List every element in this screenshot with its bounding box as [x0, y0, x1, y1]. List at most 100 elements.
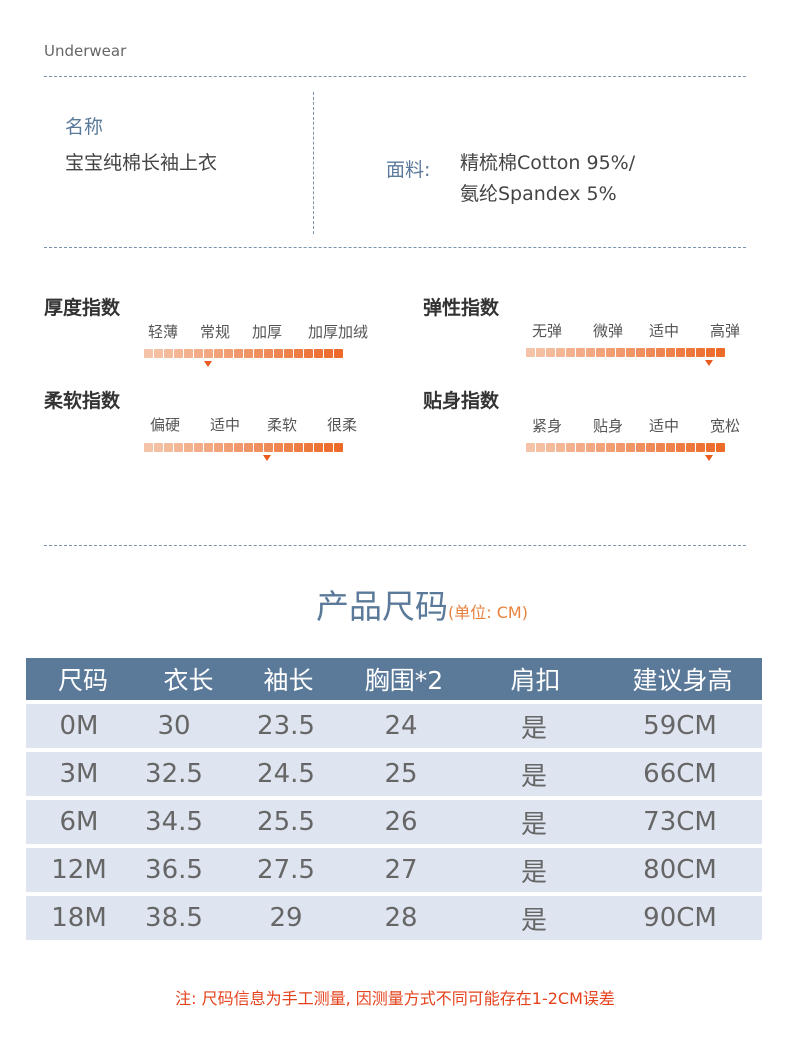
index-bar-cell — [576, 348, 585, 357]
table-cell: 0M — [59, 711, 99, 741]
table-cell: 59CM — [643, 711, 717, 741]
index-bar-cell — [576, 443, 585, 452]
index-bar-cell — [656, 443, 665, 452]
index-bar-cell — [304, 443, 313, 452]
index-level: 柔软 — [266, 416, 298, 434]
size-table: 尺码 衣长 袖长 胸围*2 肩扣 建议身高 0M 30 23.5 24 是 59… — [26, 658, 762, 944]
table-cell: 80CM — [643, 855, 717, 885]
index-bar-cell — [334, 443, 343, 452]
table-cell: 66CM — [643, 759, 717, 789]
index-bar-cell — [234, 443, 243, 452]
table-header-cell: 衣长 — [163, 666, 214, 695]
index-bar-cell — [264, 443, 273, 452]
index-bar-cell — [656, 348, 665, 357]
index-bar-cell — [284, 443, 293, 452]
table-row: 3M 32.5 24.5 25 是 66CM — [26, 752, 762, 796]
index-bar-cell — [264, 349, 273, 358]
index-marker-icon — [705, 455, 714, 461]
table-header-cell: 袖长 — [263, 666, 314, 695]
index-bar-cell — [606, 443, 615, 452]
table-cell: 38.5 — [145, 903, 203, 933]
index-bar-cell — [626, 443, 635, 452]
index-title: 柔软指数 — [44, 390, 121, 412]
index-bar-cell — [536, 443, 545, 452]
index-bar-cell — [174, 443, 183, 452]
table-cell: 6M — [59, 807, 99, 837]
table-cell: 29 — [269, 903, 303, 933]
fabric-line: 精梳棉Cotton 95%/ — [460, 152, 636, 174]
index-bar-cell — [144, 443, 153, 452]
index-bar-cell — [214, 443, 223, 452]
index-bar-cell — [696, 348, 705, 357]
index-bar-cell — [666, 348, 675, 357]
index-bar-cell — [586, 443, 595, 452]
index-bar-cell — [596, 443, 605, 452]
index-bar-cell — [244, 349, 253, 358]
index-bar-cell — [284, 349, 293, 358]
index-bar-cell — [546, 348, 555, 357]
index-bar-cell — [626, 348, 635, 357]
table-row: 12M 36.5 27.5 27 是 80CM — [26, 848, 762, 892]
fabric-line: 氨纶Spandex 5% — [460, 183, 617, 205]
index-bar-cell — [566, 348, 575, 357]
index-bar-cell — [154, 349, 163, 358]
index-bar-cell — [204, 349, 213, 358]
index-bar-cell — [304, 349, 313, 358]
table-cell: 是 — [520, 857, 547, 888]
index-levels: 紧身 贴身 适中 宽松 — [524, 415, 754, 435]
index-bar-cell — [586, 348, 595, 357]
index-bar-cell — [676, 348, 685, 357]
index-bar — [526, 443, 725, 452]
index-bar-cell — [274, 443, 283, 452]
index-bar-cell — [164, 349, 173, 358]
brand-label: Underwear — [44, 42, 127, 60]
product-name-label: 名称 — [65, 116, 104, 138]
table-cell: 34.5 — [145, 807, 203, 837]
index-marker-icon — [263, 455, 272, 461]
index-bar-cell — [164, 443, 173, 452]
index-bar-cell — [716, 348, 725, 357]
table-header: 尺码 衣长 袖长 胸围*2 肩扣 建议身高 — [26, 658, 762, 700]
table-cell: 27.5 — [257, 855, 315, 885]
index-bar-cell — [526, 348, 535, 357]
index-bar-cell — [646, 443, 655, 452]
index-bar-cell — [686, 443, 695, 452]
index-bar-cell — [244, 443, 253, 452]
index-bar-cell — [254, 443, 263, 452]
index-title: 弹性指数 — [423, 297, 500, 319]
table-cell: 12M — [51, 855, 107, 885]
table-row: 18M 38.5 29 28 是 90CM — [26, 896, 762, 940]
table-cell: 28 — [384, 903, 418, 933]
index-level: 偏硬 — [149, 416, 181, 434]
index-levels: 无弹 微弹 适中 高弹 — [524, 320, 754, 340]
table-header-cell: 建议身高 — [632, 666, 733, 695]
index-bar-cell — [314, 443, 323, 452]
index-bar-cell — [184, 443, 193, 452]
table-cell: 是 — [520, 809, 547, 840]
index-bar — [144, 349, 343, 358]
index-level: 适中 — [648, 322, 680, 340]
table-cell: 24.5 — [257, 759, 315, 789]
table-cell: 23.5 — [257, 711, 315, 741]
index-bar-cell — [676, 443, 685, 452]
index-bar-cell — [294, 349, 303, 358]
divider — [44, 247, 746, 248]
index-bar-cell — [324, 349, 333, 358]
index-title: 厚度指数 — [44, 297, 121, 319]
index-bar-cell — [556, 443, 565, 452]
table-header-cell: 肩扣 — [510, 666, 561, 695]
index-bar-cell — [334, 349, 343, 358]
table-cell: 26 — [384, 807, 418, 837]
index-bar-cell — [174, 349, 183, 358]
index-bar-cell — [646, 348, 655, 357]
index-level: 适中 — [209, 416, 241, 434]
table-cell: 18M — [51, 903, 107, 933]
index-bar-cell — [616, 348, 625, 357]
table-cell: 24 — [384, 711, 418, 741]
table-row: 0M 30 23.5 24 是 59CM — [26, 704, 762, 748]
size-unit: (单位: CM) — [448, 603, 528, 622]
index-bar — [144, 443, 343, 452]
index-bar-cell — [314, 349, 323, 358]
table-cell: 30 — [157, 711, 191, 741]
table-cell: 是 — [520, 761, 547, 792]
